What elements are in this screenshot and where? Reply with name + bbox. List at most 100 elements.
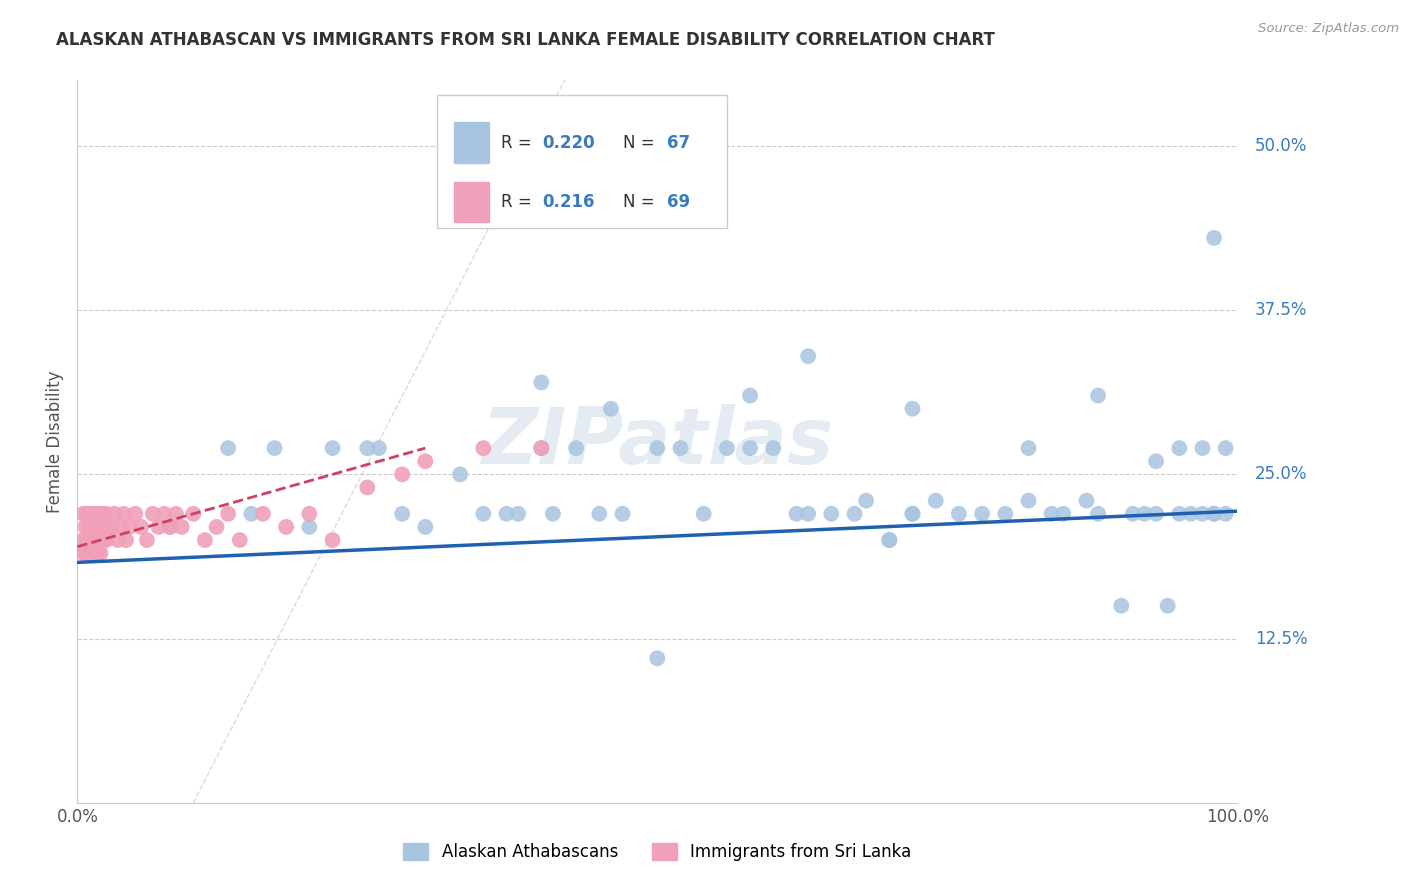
Point: [647, 441, 669, 455]
Text: 37.5%: 37.5%: [1254, 301, 1308, 319]
Point: [159, 520, 181, 534]
Text: 69: 69: [666, 193, 690, 211]
Point: [413, 520, 436, 534]
Point: [142, 507, 165, 521]
Point: [740, 388, 762, 402]
Point: [110, 520, 132, 534]
Point: [129, 520, 152, 534]
Point: [1144, 507, 1167, 521]
Bar: [454, 182, 489, 222]
Point: [80, 533, 103, 547]
Point: [1180, 507, 1202, 521]
Point: [153, 507, 176, 521]
Point: [1076, 493, 1098, 508]
Point: [391, 467, 413, 482]
Point: [413, 454, 436, 468]
Point: [82, 546, 104, 560]
Point: [79, 533, 101, 547]
Point: [1191, 507, 1213, 521]
Point: [356, 441, 378, 455]
Point: [107, 533, 129, 547]
Point: [228, 533, 252, 547]
Point: [87, 546, 110, 560]
Point: [82, 520, 104, 534]
Point: [1040, 507, 1063, 521]
Point: [820, 507, 842, 521]
Text: R =: R =: [501, 193, 537, 211]
Point: [693, 507, 716, 521]
Point: [148, 520, 170, 534]
Point: [205, 520, 228, 534]
Point: [901, 507, 924, 521]
Point: [124, 507, 146, 521]
Point: [274, 520, 298, 534]
Point: [118, 520, 141, 534]
Point: [1215, 441, 1237, 455]
Point: [98, 520, 121, 534]
Point: [368, 441, 391, 455]
Point: [1122, 507, 1144, 521]
Point: [1087, 507, 1109, 521]
Point: [80, 520, 103, 534]
Point: [252, 507, 274, 521]
Point: [217, 507, 239, 521]
Point: [89, 533, 111, 547]
Point: [77, 546, 100, 560]
Point: [530, 441, 553, 455]
Point: [321, 441, 344, 455]
Point: [83, 533, 105, 547]
Text: 0.216: 0.216: [543, 193, 595, 211]
Point: [83, 507, 105, 521]
Point: [530, 376, 553, 390]
Point: [72, 546, 94, 560]
Point: [86, 520, 108, 534]
FancyBboxPatch shape: [437, 95, 727, 228]
Point: [1111, 599, 1133, 613]
Y-axis label: Female Disability: Female Disability: [46, 370, 65, 513]
Point: [298, 520, 321, 534]
Text: 0.220: 0.220: [543, 134, 595, 152]
Point: [135, 533, 157, 547]
Point: [1168, 441, 1191, 455]
Point: [855, 493, 877, 508]
Point: [79, 520, 101, 534]
Point: [1156, 599, 1178, 613]
Point: [356, 481, 378, 495]
Point: [877, 533, 901, 547]
Point: [588, 507, 610, 521]
Point: [90, 546, 111, 560]
Point: [901, 507, 924, 521]
Point: [84, 533, 107, 547]
Point: [159, 520, 181, 534]
Point: [72, 507, 94, 521]
Point: [76, 507, 98, 521]
Point: [83, 533, 105, 547]
Point: [1133, 507, 1156, 521]
Legend: Alaskan Athabascans, Immigrants from Sri Lanka: Alaskan Athabascans, Immigrants from Sri…: [396, 837, 918, 868]
Point: [240, 507, 263, 521]
Point: [669, 441, 692, 455]
Point: [101, 520, 124, 534]
Point: [89, 507, 111, 521]
Point: [90, 533, 112, 547]
Point: [321, 533, 344, 547]
Point: [263, 441, 285, 455]
Point: [91, 520, 114, 534]
Point: [797, 349, 820, 363]
Point: [298, 507, 321, 521]
Point: [170, 520, 193, 534]
Point: [901, 401, 924, 416]
Point: [506, 507, 529, 521]
Point: [565, 441, 588, 455]
Point: [83, 546, 105, 560]
Point: [112, 507, 135, 521]
Point: [103, 507, 125, 521]
Point: [77, 507, 100, 521]
Text: Source: ZipAtlas.com: Source: ZipAtlas.com: [1258, 22, 1399, 36]
Point: [96, 533, 118, 547]
Point: [183, 507, 205, 521]
Point: [75, 520, 97, 534]
Point: [972, 507, 994, 521]
Point: [84, 520, 107, 534]
Point: [1215, 507, 1237, 521]
